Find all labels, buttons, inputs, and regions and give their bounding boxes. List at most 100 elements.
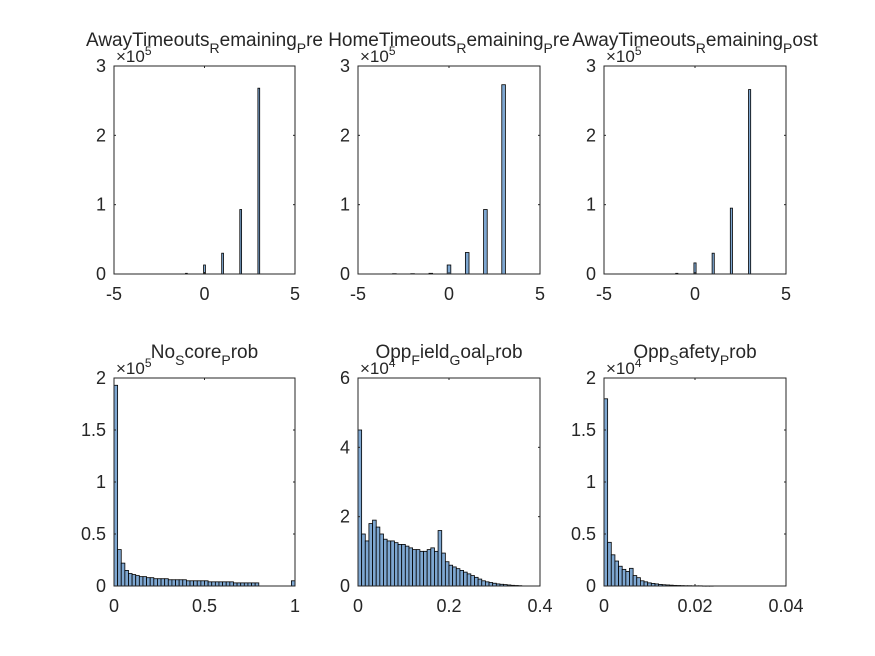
histogram-bar: [239, 209, 243, 275]
y-scale-exponent-label: ×104: [606, 356, 642, 378]
chart-title: NoScoreProb: [151, 342, 258, 368]
y-scale-exponent-label: ×105: [606, 44, 642, 66]
y-tick-label: 1.5: [571, 420, 596, 440]
histogram-bar: [484, 581, 490, 587]
x-tick-label: 0: [599, 596, 609, 616]
y-scale-exponent-label: ×104: [360, 356, 396, 378]
title-part: P: [486, 352, 495, 368]
scale-base: ×10: [360, 47, 389, 66]
histogram-bar: [178, 579, 184, 587]
title-part: ost: [792, 30, 818, 51]
histogram-bar: [257, 87, 261, 275]
histogram-bar: [128, 573, 133, 587]
title-part: P: [297, 40, 306, 56]
histogram-bar: [501, 84, 506, 275]
title-part: R: [210, 40, 220, 56]
histogram-bar: [470, 575, 475, 587]
histogram-bar: [225, 581, 231, 587]
title-part: No: [151, 342, 175, 363]
histogram-bar: [120, 562, 126, 587]
histogram-bar: [748, 89, 752, 275]
histogram-bar: [423, 550, 428, 587]
histogram-bar: [146, 577, 151, 587]
y-tick-label: 2: [586, 368, 596, 388]
title-part: R: [696, 40, 706, 56]
x-tick-label: 0: [444, 284, 454, 304]
y-tick-label: 0: [340, 264, 350, 284]
title-part: core: [184, 342, 221, 363]
histogram-bar: [117, 549, 122, 587]
histogram-bar: [426, 549, 432, 587]
title-part: emaining: [706, 30, 783, 51]
title-part: ield: [420, 342, 450, 363]
title-part: afety: [679, 342, 721, 363]
title-part: rob: [495, 342, 522, 363]
x-tick-label: 0.02: [677, 596, 712, 616]
y-tick-label: 0: [96, 576, 106, 596]
histogram-bar: [182, 579, 187, 587]
title-part: Opp: [633, 342, 669, 363]
histogram-bar: [290, 580, 296, 587]
scale-base: ×10: [116, 47, 145, 66]
chart-title: AwayTimeoutsRemainingPre: [86, 30, 323, 56]
title-part: F: [411, 352, 420, 368]
x-tick-label: 1: [290, 596, 300, 616]
histogram-bar: [149, 577, 155, 587]
histogram-bar: [625, 571, 630, 587]
y-tick-label: 1: [96, 195, 106, 215]
x-tick-label: 0: [690, 284, 700, 304]
histogram-bar: [229, 581, 234, 587]
title-part: G: [450, 352, 461, 368]
histogram-bar: [361, 533, 366, 587]
y-tick-label: 1: [586, 195, 596, 215]
x-tick-label: 0: [109, 596, 119, 616]
histogram-bar: [629, 567, 634, 587]
histogram-bar: [375, 526, 381, 587]
y-tick-label: 1.5: [81, 420, 106, 440]
histogram-bar: [372, 519, 377, 587]
histogram-bar: [204, 580, 209, 587]
y-tick-label: 1: [586, 472, 596, 492]
x-tick-label: -5: [596, 284, 612, 304]
y-tick-label: 0.5: [81, 524, 106, 544]
y-tick-label: 0: [586, 264, 596, 284]
x-tick-label: 5: [781, 284, 791, 304]
histogram-bar: [207, 581, 213, 587]
histogram-bar: [167, 579, 173, 587]
histogram-bar: [463, 571, 468, 587]
title-part: oal: [460, 342, 485, 363]
title-part: P: [783, 40, 792, 56]
histogram-bar: [196, 580, 202, 587]
x-tick-label: 0.2: [436, 596, 461, 616]
title-part: S: [175, 352, 184, 368]
histogram-bar: [393, 542, 399, 587]
histogram-bar: [200, 580, 205, 587]
y-tick-label: 6: [340, 368, 350, 388]
title-part: HomeTimeouts: [328, 30, 456, 51]
histogram-bar: [610, 554, 616, 587]
chart-title: OppFieldGoalProb: [375, 342, 522, 368]
histogram-bar: [643, 581, 649, 587]
y-tick-label: 3: [586, 56, 596, 76]
title-part: re: [553, 30, 570, 51]
histogram-bar: [452, 566, 457, 587]
y-tick-label: 2: [340, 507, 350, 527]
y-scale-exponent-label: ×105: [116, 356, 152, 378]
histogram-bar: [607, 541, 612, 587]
histogram-bar: [441, 552, 446, 587]
x-tick-label: 0.4: [527, 596, 552, 616]
histogram-bar: [222, 581, 227, 587]
histogram-bar: [621, 568, 627, 587]
y-tick-label: 2: [96, 368, 106, 388]
histogram-bar: [157, 578, 162, 587]
histogram-bar: [412, 549, 417, 587]
histogram-bar: [185, 580, 191, 587]
histogram-bar: [386, 540, 392, 587]
scale-exponent: 5: [389, 44, 396, 58]
histogram-bar: [171, 579, 176, 587]
y-tick-label: 2: [586, 125, 596, 145]
